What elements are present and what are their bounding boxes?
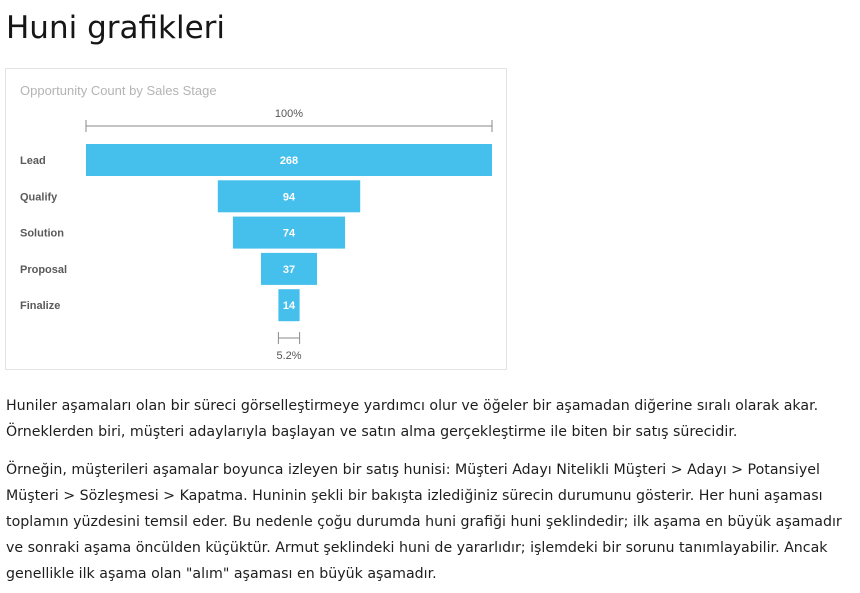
funnel-bar (232, 216, 346, 249)
funnel-bar (217, 180, 361, 213)
page-title: Huni grafikleri (6, 10, 226, 46)
funnel-stage-label: Proposal (20, 264, 67, 276)
funnel-bar (86, 144, 492, 176)
paragraph-intro: Huniler aşamaları olan bir süreci görsel… (6, 398, 819, 440)
funnel-chart-svg: Opportunity Count by Sales Stage 100% 268… (20, 83, 493, 362)
paragraph-example: Örneğin, müşterileri aşamalar boyunca iz… (6, 462, 842, 582)
funnel-stage-label: Lead (20, 155, 46, 167)
top-percent-label: 100% (275, 108, 303, 120)
funnel-value-label: 14 (283, 300, 296, 312)
funnel-value-label: 37 (283, 264, 295, 276)
funnel-value-label: 94 (283, 191, 296, 203)
chart-title: Opportunity Count by Sales Stage (20, 83, 217, 98)
funnel-bar (260, 252, 318, 285)
funnel-stage-label: Finalize (20, 300, 60, 312)
bottom-percent-label: 5.2% (276, 350, 301, 362)
funnel-bar (278, 289, 300, 322)
funnel-stage-label: Qualify (20, 191, 58, 203)
funnel-chart: Opportunity Count by Sales Stage 100% 268… (5, 68, 507, 370)
funnel-value-label: 74 (283, 228, 296, 240)
funnel-stage-label: Solution (20, 228, 64, 240)
funnel-value-label: 268 (280, 155, 298, 167)
